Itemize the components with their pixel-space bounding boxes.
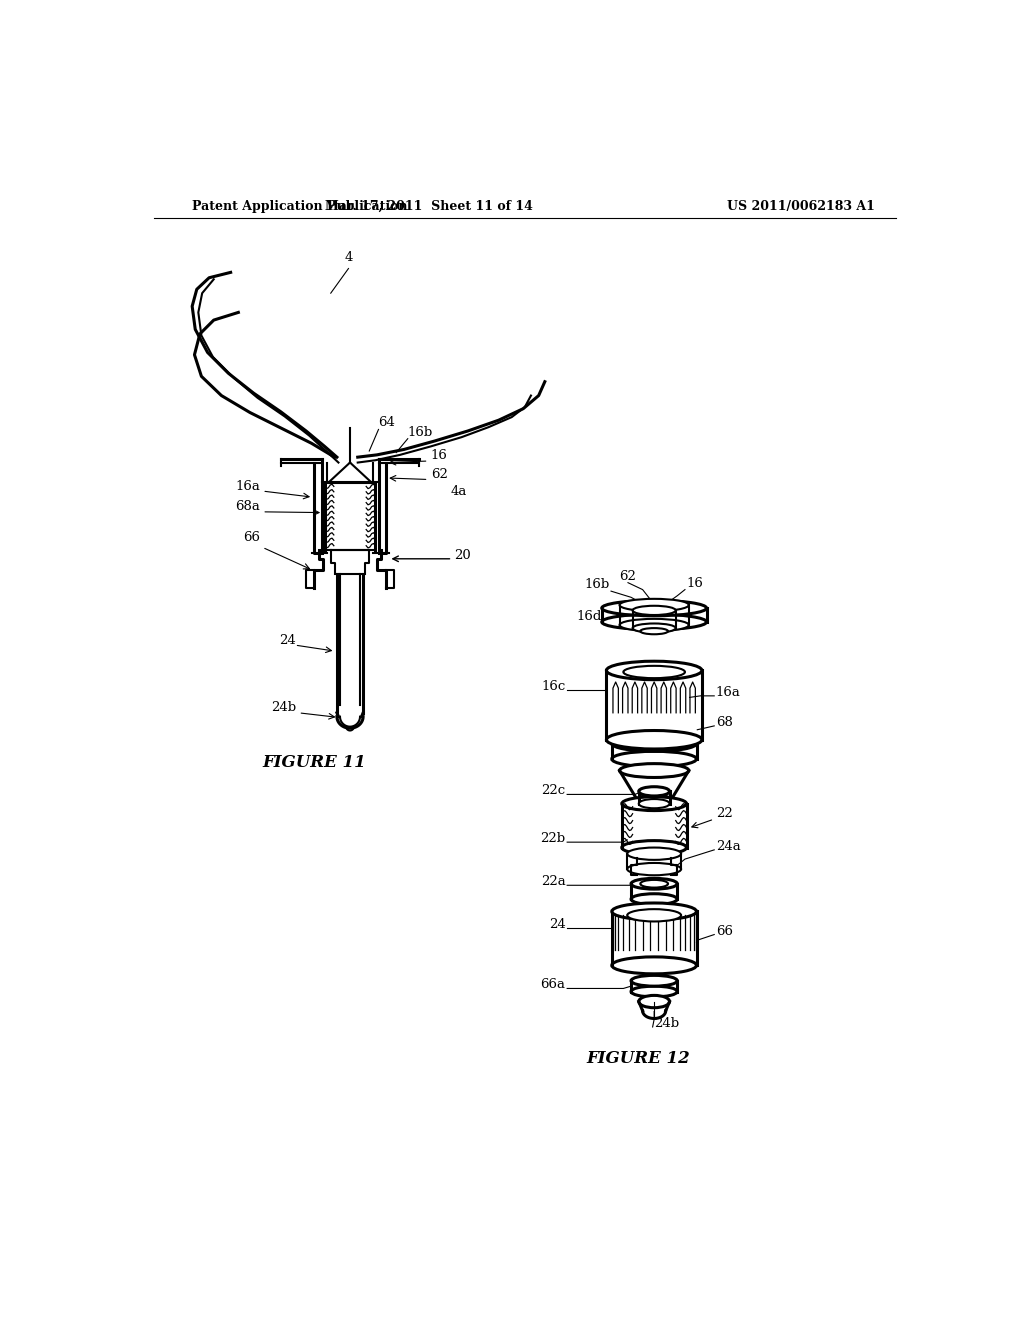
Text: 22a: 22a bbox=[541, 875, 565, 888]
Ellipse shape bbox=[628, 847, 681, 859]
Ellipse shape bbox=[640, 628, 668, 635]
Text: 4a: 4a bbox=[451, 484, 467, 498]
Text: 24b: 24b bbox=[654, 1016, 679, 1030]
Ellipse shape bbox=[631, 894, 677, 904]
Text: 16a: 16a bbox=[716, 686, 740, 698]
Text: 66: 66 bbox=[716, 924, 733, 937]
Text: 16a: 16a bbox=[236, 479, 260, 492]
Text: 22b: 22b bbox=[541, 832, 565, 845]
Text: 4: 4 bbox=[344, 251, 352, 264]
Ellipse shape bbox=[639, 787, 670, 796]
Text: Mar. 17, 2011  Sheet 11 of 14: Mar. 17, 2011 Sheet 11 of 14 bbox=[326, 199, 534, 213]
Text: 22: 22 bbox=[716, 807, 732, 820]
Text: 68a: 68a bbox=[236, 500, 260, 513]
Ellipse shape bbox=[631, 878, 677, 890]
Ellipse shape bbox=[606, 730, 701, 748]
Ellipse shape bbox=[611, 957, 696, 974]
Text: 66: 66 bbox=[243, 531, 260, 544]
Text: 22c: 22c bbox=[542, 784, 565, 797]
Ellipse shape bbox=[628, 909, 681, 921]
Ellipse shape bbox=[620, 619, 689, 631]
Ellipse shape bbox=[639, 995, 670, 1007]
Ellipse shape bbox=[602, 601, 707, 615]
Text: 16d: 16d bbox=[577, 610, 602, 623]
Ellipse shape bbox=[611, 903, 696, 920]
Ellipse shape bbox=[631, 975, 677, 986]
Text: 16b: 16b bbox=[408, 425, 433, 438]
Text: 20: 20 bbox=[454, 549, 471, 562]
Text: Patent Application Publication: Patent Application Publication bbox=[193, 199, 408, 213]
Ellipse shape bbox=[633, 606, 676, 615]
Ellipse shape bbox=[624, 665, 685, 678]
Text: FIGURE 12: FIGURE 12 bbox=[587, 1051, 690, 1067]
Ellipse shape bbox=[640, 880, 668, 887]
Ellipse shape bbox=[606, 661, 701, 680]
Text: 16b: 16b bbox=[585, 578, 609, 591]
Text: 24: 24 bbox=[280, 634, 296, 647]
Text: 16: 16 bbox=[431, 449, 447, 462]
Ellipse shape bbox=[639, 799, 670, 808]
Text: 16: 16 bbox=[686, 577, 703, 590]
Ellipse shape bbox=[622, 797, 686, 810]
Text: 24b: 24b bbox=[271, 701, 296, 714]
Text: 24a: 24a bbox=[716, 840, 740, 853]
Ellipse shape bbox=[620, 763, 689, 777]
Text: 16c: 16c bbox=[542, 680, 565, 693]
Text: 64: 64 bbox=[379, 416, 395, 429]
Ellipse shape bbox=[602, 614, 707, 630]
Ellipse shape bbox=[611, 737, 696, 751]
Ellipse shape bbox=[633, 623, 676, 632]
Ellipse shape bbox=[637, 795, 671, 804]
Ellipse shape bbox=[622, 841, 686, 854]
Text: FIGURE 11: FIGURE 11 bbox=[262, 754, 366, 771]
Ellipse shape bbox=[631, 986, 677, 997]
Ellipse shape bbox=[620, 599, 689, 611]
Text: 62: 62 bbox=[431, 469, 447, 480]
Text: US 2011/0062183 A1: US 2011/0062183 A1 bbox=[726, 199, 874, 213]
Text: 68: 68 bbox=[716, 715, 732, 729]
Text: 62: 62 bbox=[618, 570, 636, 583]
Text: 66a: 66a bbox=[541, 978, 565, 991]
Ellipse shape bbox=[628, 863, 681, 875]
Text: 24: 24 bbox=[549, 919, 565, 932]
Ellipse shape bbox=[611, 751, 696, 767]
